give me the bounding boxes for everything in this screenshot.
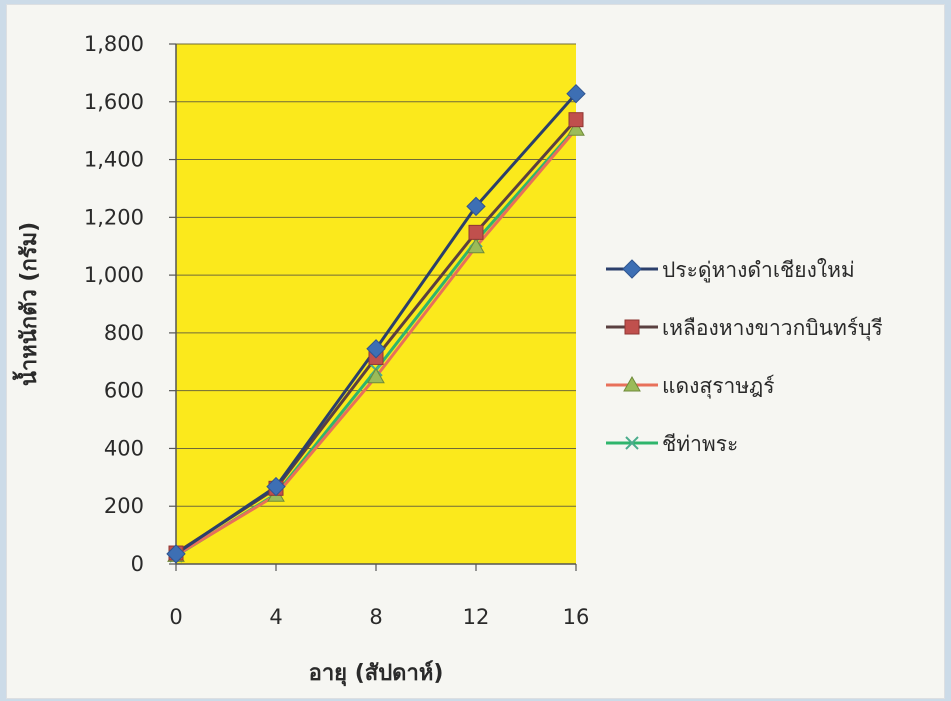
legend-item: แดงสุราษฎร์ <box>606 374 775 399</box>
legend-item: เหลืองหางขาวกบินทร์บุรี <box>606 316 883 341</box>
y-tick-label: 1,600 <box>84 90 144 114</box>
y-tick-label: 1,200 <box>84 205 144 229</box>
legend-marker <box>622 259 642 279</box>
data-point <box>567 120 585 136</box>
data-point <box>568 112 584 128</box>
y-tick-label: 1,400 <box>84 148 144 172</box>
gridlines <box>169 43 577 571</box>
y-axis-title: น้ำหนักตัว (กรัม) <box>12 222 42 386</box>
x-tick-label: 12 <box>463 605 490 629</box>
data-markers <box>166 83 586 564</box>
legend: ประดู่หางดำเชียงใหม่เหลืองหางขาวกบินทร์บ… <box>606 258 883 456</box>
tick-labels: 0 200 400 600 800 1,000 1,200 1,400 1,600 1,800 0 4… <box>84 32 589 629</box>
data-point <box>468 224 484 240</box>
legend-marker <box>624 319 640 335</box>
legend-label: ชีท่าพระ <box>662 432 738 456</box>
y-tick-label: 0 <box>131 552 144 576</box>
x-tick-label: 8 <box>369 605 382 629</box>
y-tick-label: 800 <box>104 321 144 345</box>
data-point <box>466 196 486 217</box>
x-tick-label: 0 <box>169 605 182 629</box>
y-tick-label: 600 <box>104 379 144 403</box>
legend-item: ประดู่หางดำเชียงใหม่ <box>606 258 855 283</box>
legend-marker <box>623 375 641 392</box>
legend-label: เหลืองหางขาวกบินทร์บุรี <box>662 316 883 341</box>
data-point <box>566 83 586 104</box>
data-point <box>367 367 385 384</box>
x-tick-label: 4 <box>269 605 282 629</box>
y-tick-label: 400 <box>104 436 144 460</box>
data-point <box>467 237 485 254</box>
legend-marker <box>625 436 639 450</box>
x-axis-title: อายุ (สัปดาห์) <box>309 660 444 687</box>
x-tick-label: 16 <box>563 605 590 629</box>
data-point <box>166 544 186 564</box>
data-point <box>366 339 386 359</box>
plot-background <box>176 44 576 564</box>
legend-label: แดงสุราษฎร์ <box>662 374 775 399</box>
legend-label: ประดู่หางดำเชียงใหม่ <box>662 258 855 283</box>
legend-item: ชีท่าพระ <box>606 432 738 456</box>
y-tick-label: 1,800 <box>84 32 144 56</box>
y-tick-label: 200 <box>104 494 144 518</box>
y-tick-label: 1,000 <box>84 263 144 287</box>
data-point <box>266 476 286 497</box>
axes <box>175 44 576 565</box>
